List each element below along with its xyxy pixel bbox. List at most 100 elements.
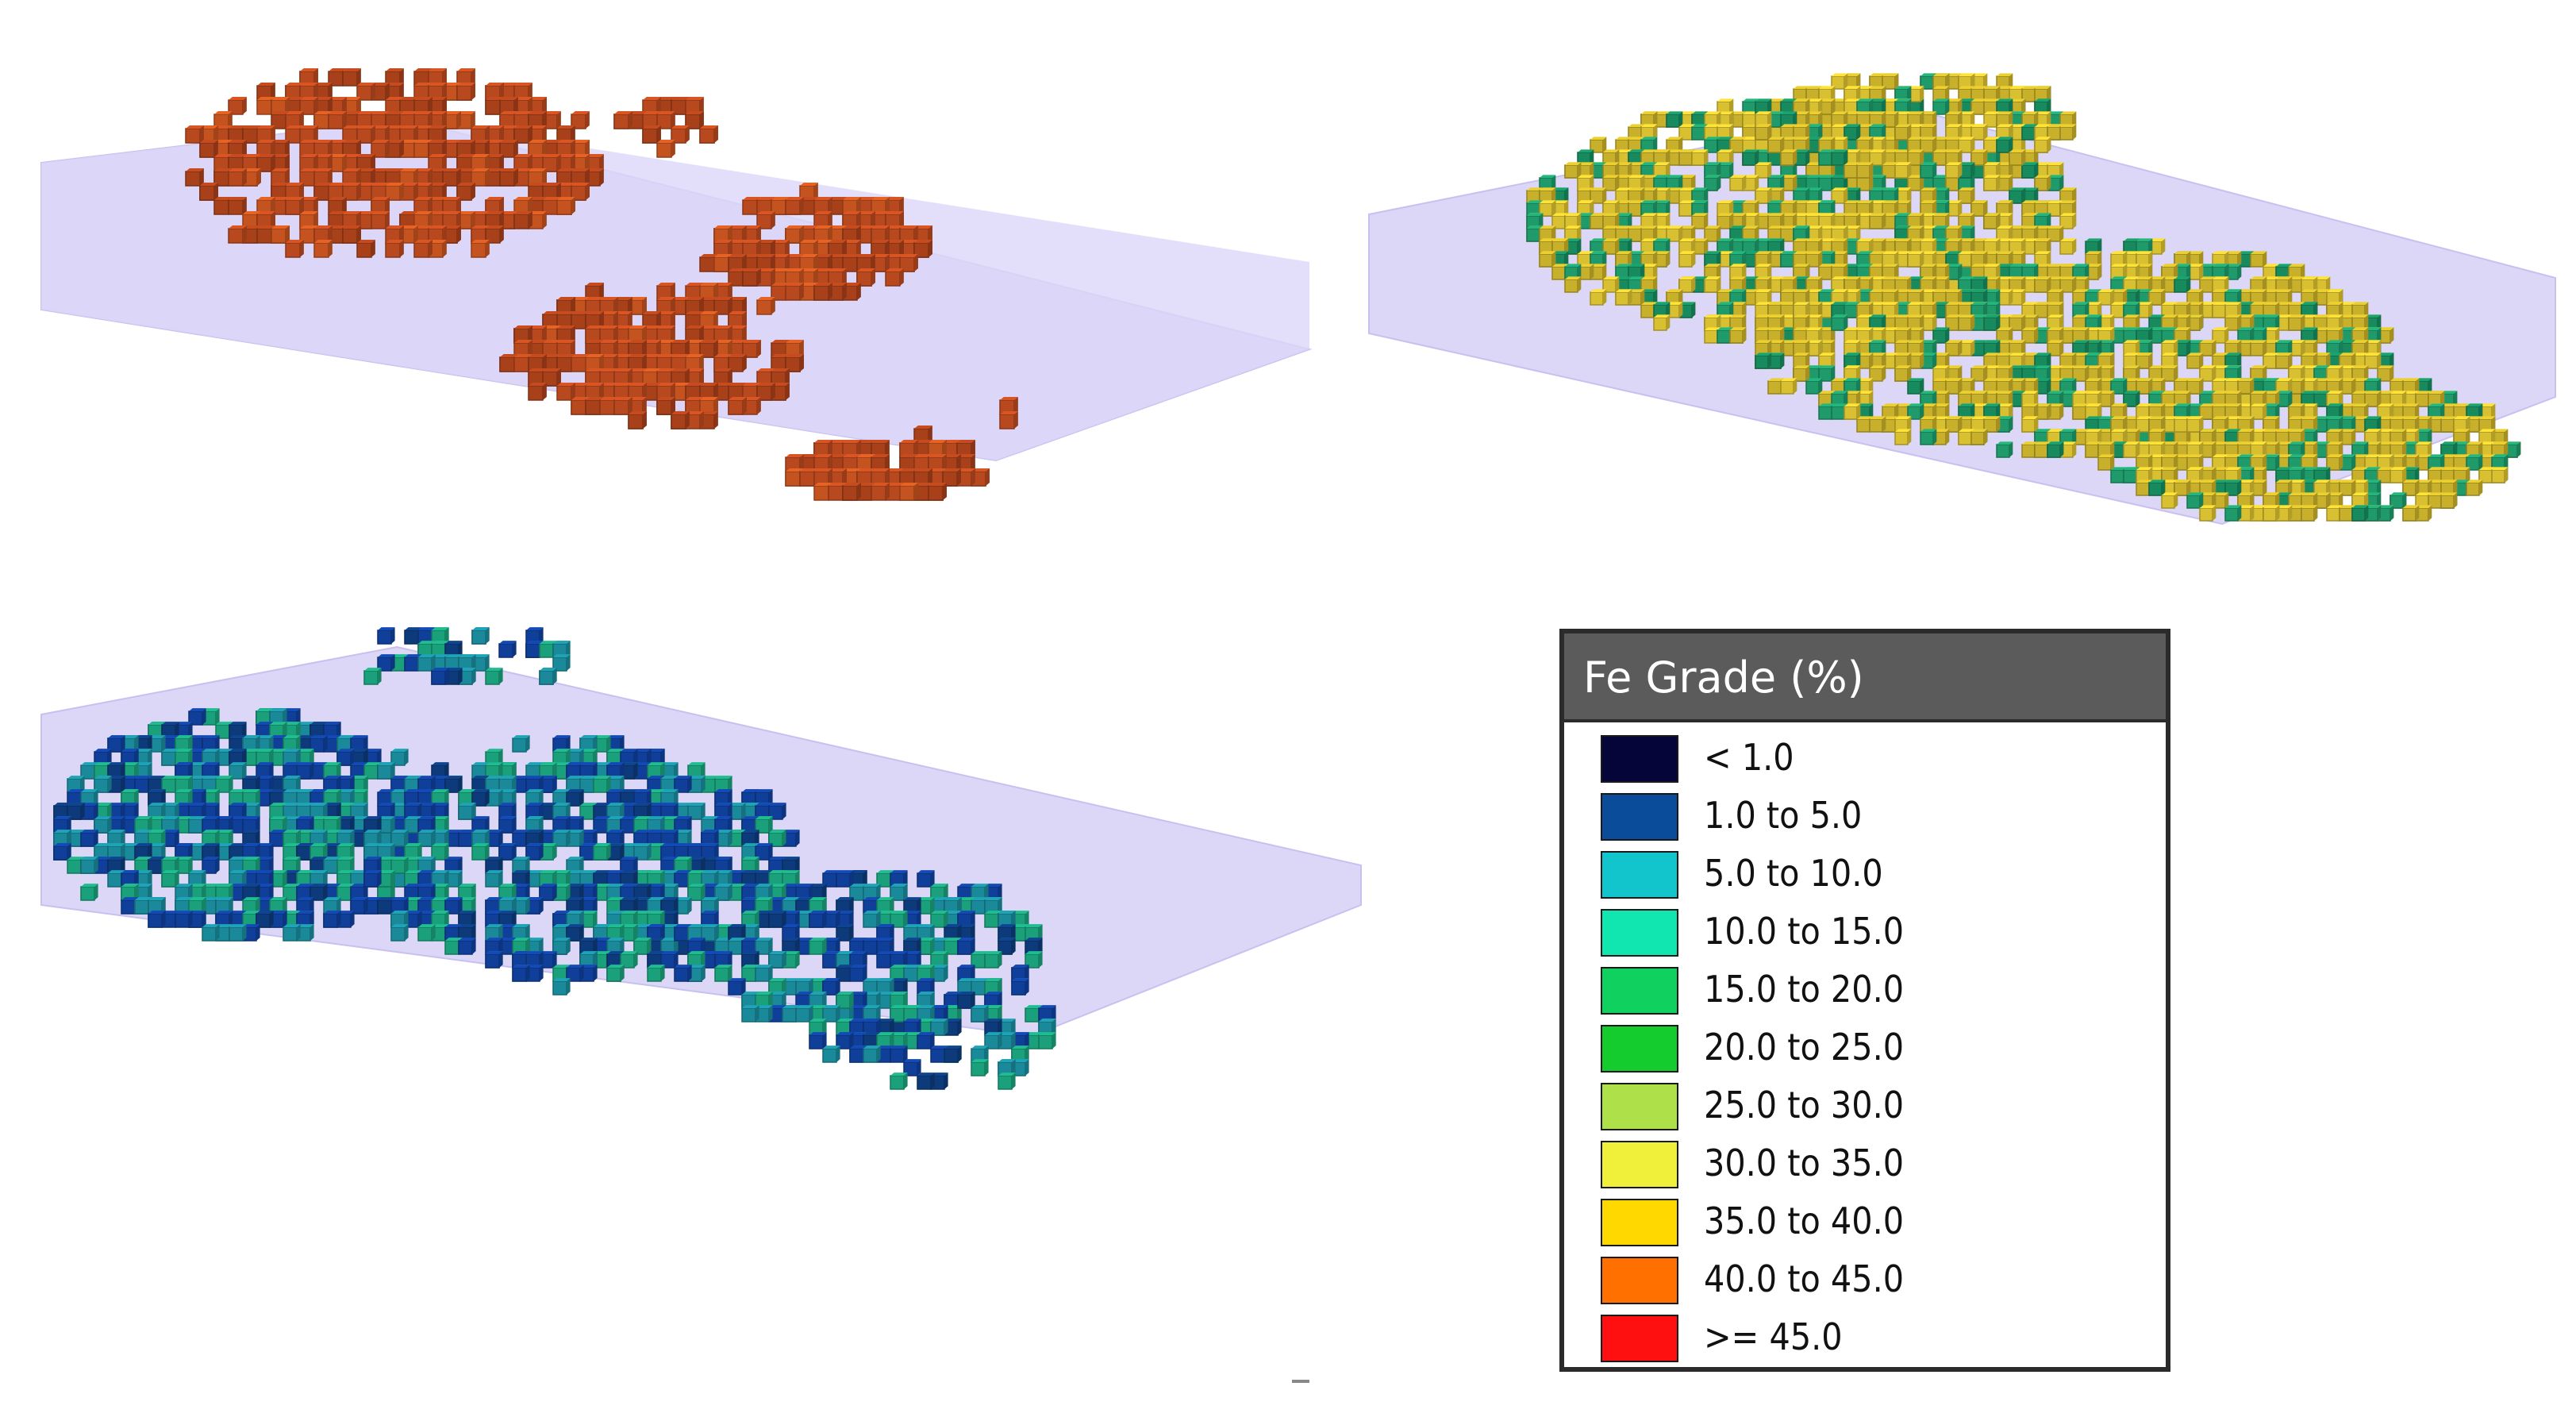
block-top: [229, 139, 247, 143]
block-side: [829, 225, 832, 243]
block-side: [786, 368, 790, 386]
block-top: [1743, 111, 1759, 114]
block-side: [343, 96, 347, 114]
block-top: [786, 468, 804, 472]
block-front: [342, 228, 358, 244]
block-top: [1730, 175, 1747, 178]
block-top: [300, 139, 318, 143]
block-top: [743, 225, 761, 229]
block-top: [657, 296, 675, 300]
block-top: [200, 139, 218, 143]
block-front: [1691, 126, 1705, 141]
block-top: [1540, 187, 1556, 191]
block-top: [886, 482, 904, 486]
block-side: [457, 210, 461, 229]
block-top: [529, 96, 547, 100]
block-side: [1755, 200, 1759, 216]
block-top: [1717, 213, 1734, 216]
block-side: [1768, 162, 1772, 178]
block-top: [843, 253, 861, 257]
block-top: [700, 310, 718, 314]
block-top: [1616, 162, 1632, 165]
block-side: [271, 196, 275, 214]
block-side: [329, 239, 333, 257]
block-top: [514, 96, 533, 100]
block-side: [2009, 200, 2013, 216]
block-side: [486, 239, 490, 257]
block-side: [586, 168, 590, 186]
block-front: [499, 356, 515, 372]
block-side: [529, 125, 533, 143]
block-side: [543, 325, 547, 343]
block-side: [271, 210, 275, 229]
block-side: [286, 153, 290, 171]
block-front: [828, 485, 844, 501]
block-top: [1870, 213, 1886, 216]
block-top: [500, 168, 518, 171]
block-side: [1959, 200, 1963, 216]
block-side: [571, 139, 575, 157]
block-top: [400, 125, 418, 129]
block-top: [571, 310, 590, 314]
block-top: [1857, 200, 1874, 203]
block-top: [571, 182, 590, 186]
block-top: [657, 396, 675, 400]
block-top: [329, 110, 347, 114]
block-top: [886, 239, 904, 243]
block-top: [1717, 124, 1734, 127]
block-side: [629, 368, 632, 386]
block-top: [1781, 175, 1797, 178]
block-side: [214, 125, 218, 143]
block-side: [643, 339, 647, 357]
block-top: [914, 482, 932, 486]
block-side: [886, 239, 890, 257]
block-top: [1933, 225, 1950, 229]
block-top: [1578, 162, 1594, 165]
block-side: [586, 139, 590, 157]
block-side: [600, 168, 604, 186]
block-top: [1000, 410, 1018, 414]
block-top: [671, 382, 690, 386]
block-side: [1667, 213, 1671, 229]
block-side: [800, 453, 804, 472]
block-front: [1590, 215, 1604, 229]
block-top: [843, 468, 861, 472]
block-top: [1654, 200, 1671, 203]
block-top: [1743, 137, 1759, 140]
block-top: [500, 210, 518, 214]
block-top: [1971, 200, 1988, 203]
block-top: [729, 268, 747, 271]
block-top: [1920, 200, 1937, 203]
block-front: [742, 271, 758, 287]
block-top: [1882, 200, 1899, 203]
block-top: [1844, 200, 1861, 203]
block-top: [543, 353, 561, 357]
block-side: [2035, 162, 2039, 178]
block-side: [529, 82, 533, 100]
block-top: [1959, 225, 1975, 229]
block-side: [714, 396, 718, 414]
block-side: [529, 210, 533, 229]
block-front: [2021, 164, 2036, 179]
block-top: [414, 96, 433, 100]
block-top: [1768, 225, 1785, 229]
block-side: [857, 239, 861, 257]
block-top: [629, 296, 647, 300]
block-top: [714, 253, 732, 257]
block-top: [243, 225, 261, 229]
block-top: [400, 168, 418, 171]
block-top: [786, 253, 804, 257]
block-top: [329, 153, 347, 157]
block-top: [1844, 213, 1861, 216]
block-top: [586, 382, 604, 386]
block-top: [1565, 162, 1582, 165]
block-side: [857, 482, 861, 500]
block-top: [1819, 200, 1836, 203]
block-front: [1526, 228, 1540, 242]
block-top: [214, 139, 233, 143]
block-side: [371, 153, 375, 171]
block-top: [257, 82, 275, 86]
ore-blocks: [185, 67, 1018, 501]
block-top: [786, 225, 804, 229]
block-top: [2035, 175, 2051, 178]
